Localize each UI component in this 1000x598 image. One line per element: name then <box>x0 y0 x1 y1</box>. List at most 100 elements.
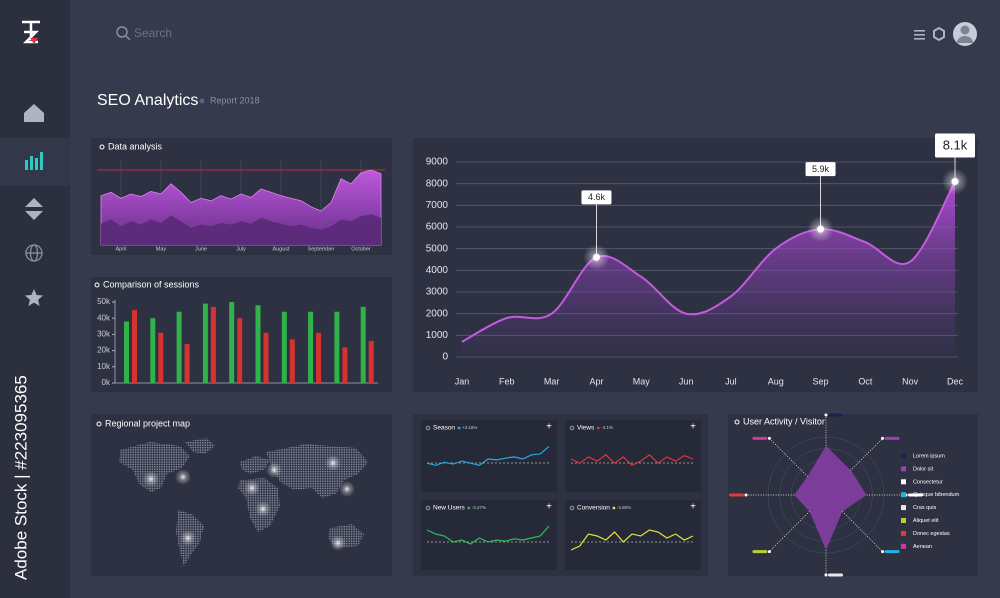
y-tick-label: 2000 <box>426 308 449 319</box>
y-tick-label: 8000 <box>426 178 449 189</box>
panel-title: Data analysis <box>108 141 163 151</box>
mini-change: -3.80% <box>617 505 631 510</box>
bar <box>229 302 235 383</box>
home-icon[interactable] <box>24 104 44 122</box>
bullet <box>425 505 431 511</box>
legend-label: Donec egestas <box>913 531 950 537</box>
x-tick-label: Mar <box>544 376 560 386</box>
area <box>101 214 381 245</box>
bullet <box>99 144 105 150</box>
radar-node <box>881 550 885 554</box>
bar <box>237 318 243 383</box>
x-tick-label: Sep <box>813 376 829 386</box>
x-tick-label: August <box>272 246 290 252</box>
mini-title: Season <box>433 425 455 432</box>
radar-node <box>767 436 771 440</box>
area <box>462 181 955 357</box>
bar <box>263 332 269 383</box>
mini-title: New Users <box>433 505 466 512</box>
x-tick-label: Oct <box>858 376 873 386</box>
sparkline <box>570 454 694 467</box>
analytics-icon[interactable] <box>25 152 43 170</box>
bar <box>334 311 340 383</box>
bar <box>124 321 129 383</box>
search-input[interactable]: Search <box>134 26 172 40</box>
add-button[interactable]: + <box>546 502 552 513</box>
radar-node <box>744 493 748 497</box>
data-label: 8.1k <box>943 137 968 152</box>
bar <box>281 311 287 383</box>
y-tick-label: 3000 <box>426 287 449 298</box>
mini-title: Conversion <box>577 505 610 512</box>
legend-label: Consectetur <box>913 479 943 485</box>
search-icon[interactable] <box>116 26 131 41</box>
x-tick-label: Dec <box>947 376 964 386</box>
y-tick-label: 0 <box>442 352 448 363</box>
legend-swatch <box>901 453 906 459</box>
y-tick-label: 40k <box>97 313 111 322</box>
bar <box>176 311 182 383</box>
add-button[interactable]: + <box>690 502 696 513</box>
legend-swatch <box>901 479 906 485</box>
legend-label: Dolor sit <box>913 466 934 472</box>
data-label: 5.9k <box>812 164 830 174</box>
add-button[interactable]: + <box>690 422 696 433</box>
mini-panel <box>421 420 557 492</box>
sparkline <box>570 529 694 551</box>
logo <box>22 20 40 44</box>
sort-icon[interactable] <box>25 198 43 220</box>
x-tick-label: Jan <box>455 376 470 386</box>
mini-change: -3.27% <box>472 505 486 510</box>
y-tick-label: 4000 <box>426 265 449 276</box>
legend-label: Cras quis <box>913 505 936 511</box>
bar <box>316 332 322 383</box>
radar-connector <box>850 438 883 471</box>
x-tick-label: Feb <box>499 376 515 386</box>
list-icon[interactable] <box>914 30 925 40</box>
x-tick-label: May <box>633 376 651 386</box>
data-label: 4.6k <box>588 192 606 202</box>
radar-tag <box>752 436 768 440</box>
line <box>461 181 956 343</box>
settings-icon[interactable] <box>933 26 945 42</box>
label-box <box>581 190 612 205</box>
sparkline <box>426 525 550 545</box>
y-tick-label: 30k <box>97 330 111 339</box>
trend-dot <box>596 426 600 430</box>
bullet <box>425 425 431 431</box>
y-tick-label: 50k <box>97 297 111 306</box>
bar <box>150 318 156 383</box>
legend-label: Lorem ipsum <box>913 453 945 459</box>
radar-connector <box>842 511 883 552</box>
x-tick-label: Nov <box>902 376 919 386</box>
legend-swatch <box>901 543 906 549</box>
radar-connector <box>769 511 810 552</box>
x-tick-label: October <box>351 246 371 252</box>
mini-change: -4.1% <box>601 425 613 430</box>
bar <box>210 306 216 383</box>
mini-panel <box>565 420 701 492</box>
mini-panel <box>421 500 557 570</box>
bar <box>184 344 190 383</box>
bar <box>308 311 314 383</box>
radar-node <box>767 550 771 554</box>
bar <box>342 347 348 383</box>
legend-swatch <box>901 492 906 498</box>
radar-tag <box>908 493 923 497</box>
x-tick-label: May <box>156 246 167 252</box>
x-tick-label: April <box>115 246 126 252</box>
star-icon[interactable] <box>25 289 43 306</box>
bar <box>202 303 208 383</box>
trend-dot <box>612 506 616 510</box>
radar-tag <box>828 413 843 417</box>
legend-label: Aliquet elit <box>913 518 939 524</box>
radar-shape <box>794 445 867 551</box>
add-button[interactable]: + <box>546 422 552 433</box>
watermark: Adobe Stock | #223095365 <box>11 375 30 580</box>
bar <box>368 340 374 383</box>
globe-icon[interactable] <box>25 244 43 262</box>
bar <box>360 306 366 383</box>
panel-title: Regional project map <box>105 418 190 428</box>
avatar[interactable] <box>953 22 977 46</box>
legend-swatch <box>901 505 906 511</box>
